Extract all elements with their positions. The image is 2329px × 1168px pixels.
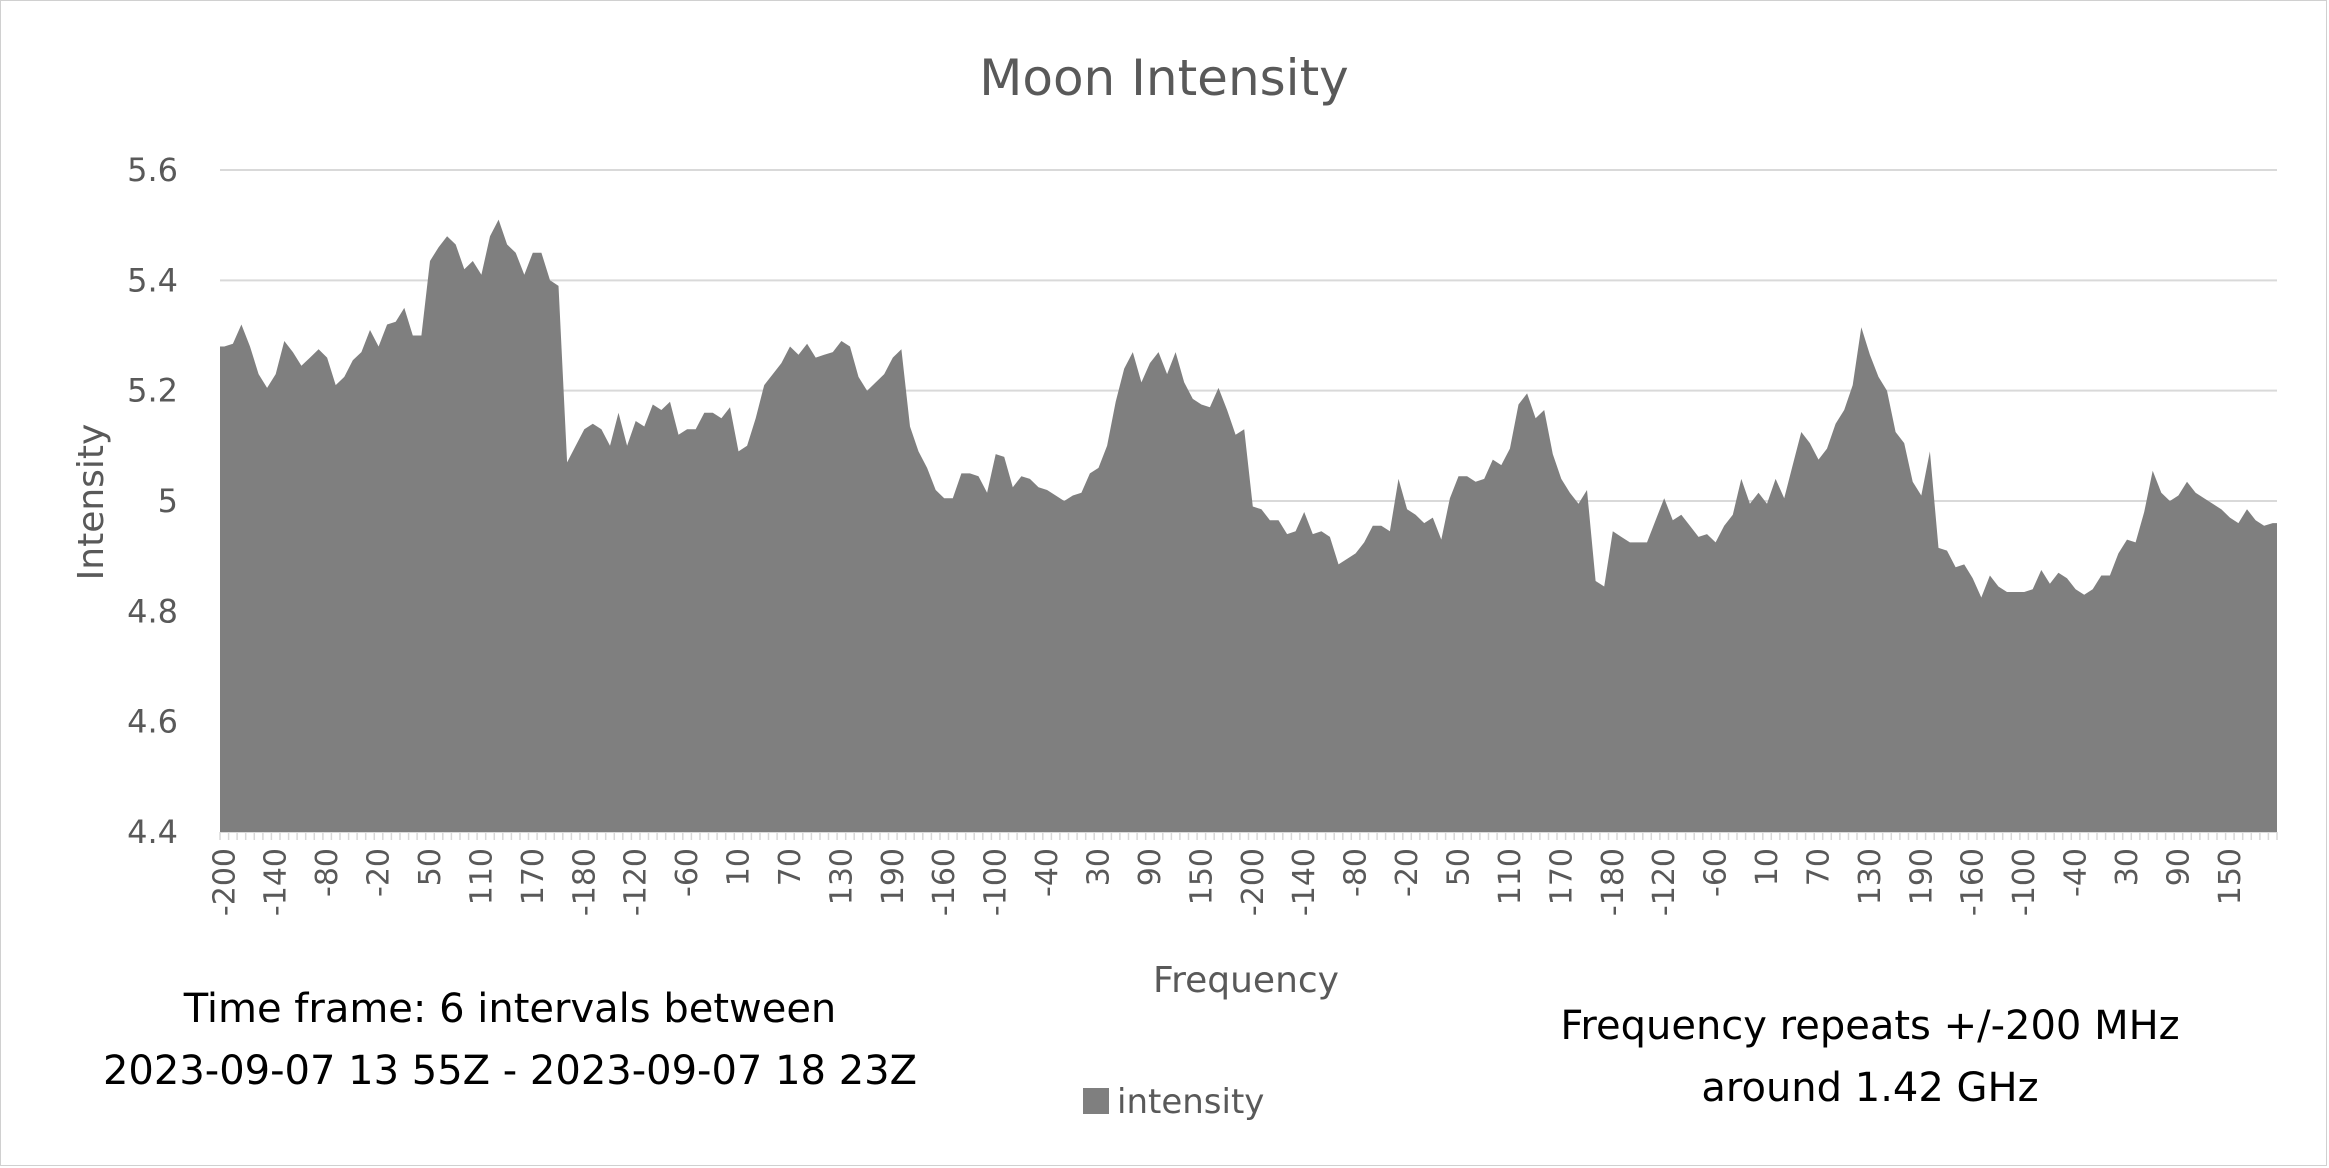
y-tick-label: 4.8 [127,592,178,630]
x-tick-label: -180 [1596,848,1631,916]
y-tick-label: 5.6 [127,151,178,189]
x-tick-label: 50 [413,848,448,886]
x-tick-label: 90 [2161,848,2196,886]
x-axis-ticks: -200 -140 -80 -20 50 110 170 -180 -120 -60 10 70 130… [207,832,2278,916]
x-tick-label: 30 [2110,848,2145,886]
x-tick-label: -160 [1956,848,1991,916]
x-tick-label: 110 [1493,848,1528,905]
y-axis-ticks: 4.4 4.6 4.8 5 5.2 5.4 5.6 [127,151,178,851]
x-tick-label: 70 [1802,848,1837,886]
x-tick-label: 90 [1133,848,1168,886]
x-tick-label: -200 [207,848,242,916]
x-tick-label: 30 [1082,848,1117,886]
x-tick-label: -20 [1390,848,1425,897]
x-tick-label: 50 [1442,848,1477,886]
x-tick-label: -80 [1339,848,1374,897]
x-tick-label: 130 [1853,848,1888,905]
x-tick-label: -80 [310,848,345,897]
chart-title: Moon Intensity [979,49,1349,107]
legend-swatch [1083,1088,1109,1114]
frequency-note: Frequency repeats +/-200 MHz around 1.42… [1510,995,2230,1119]
x-tick-label: -140 [1287,848,1322,916]
time-frame-note: Time frame: 6 intervals between 2023-09-… [80,978,940,1102]
x-tick-label: 150 [1184,848,1219,905]
y-tick-label: 5.2 [127,372,178,410]
y-tick-label: 5 [158,482,178,520]
legend-entry: intensity [1117,1082,1264,1122]
y-tick-label: 4.4 [127,813,178,851]
x-tick-label: 190 [1904,848,1939,905]
x-tick-label: -120 [619,848,654,916]
y-axis-label: Intensity [71,424,112,581]
x-tick-label: -100 [979,848,1014,916]
plot-area [220,219,2277,833]
intensity-area-series [220,219,2277,833]
x-tick-label: -140 [259,848,294,916]
x-tick-label: 170 [516,848,551,905]
x-tick-label: 10 [722,848,757,886]
x-tick-label: -120 [1647,848,1682,916]
x-tick-label: 130 [824,848,859,905]
x-tick-label: -60 [1699,848,1734,897]
legend: intensity [1083,1082,1264,1122]
frequency-line-1: Frequency repeats +/-200 MHz [1560,1003,2180,1049]
x-tick-label: -40 [1030,848,1065,897]
frequency-line-2: around 1.42 GHz [1701,1065,2039,1111]
x-tick-label: 170 [1544,848,1579,905]
x-tick-label: 110 [464,848,499,905]
x-tick-label: -20 [362,848,397,897]
x-tick-label: 10 [1750,848,1785,886]
x-tick-label: -100 [2007,848,2042,916]
x-axis-tick-marks [219,832,2278,840]
time-frame-line-2: 2023-09-07 13 55Z - 2023-09-07 18 23Z [102,1048,918,1094]
x-axis-label: Frequency [1153,960,1339,1001]
x-tick-label: -60 [670,848,705,897]
y-tick-label: 4.6 [127,703,178,741]
x-tick-label: -200 [1236,848,1271,916]
x-tick-label: 150 [2213,848,2248,905]
y-tick-label: 5.4 [127,261,178,299]
x-tick-label: 190 [876,848,911,905]
x-tick-label: 70 [773,848,808,886]
time-frame-line-1: Time frame: 6 intervals between [183,986,837,1032]
x-tick-label: -160 [927,848,962,916]
x-tick-label: -180 [567,848,602,916]
x-tick-label: -40 [2059,848,2094,897]
